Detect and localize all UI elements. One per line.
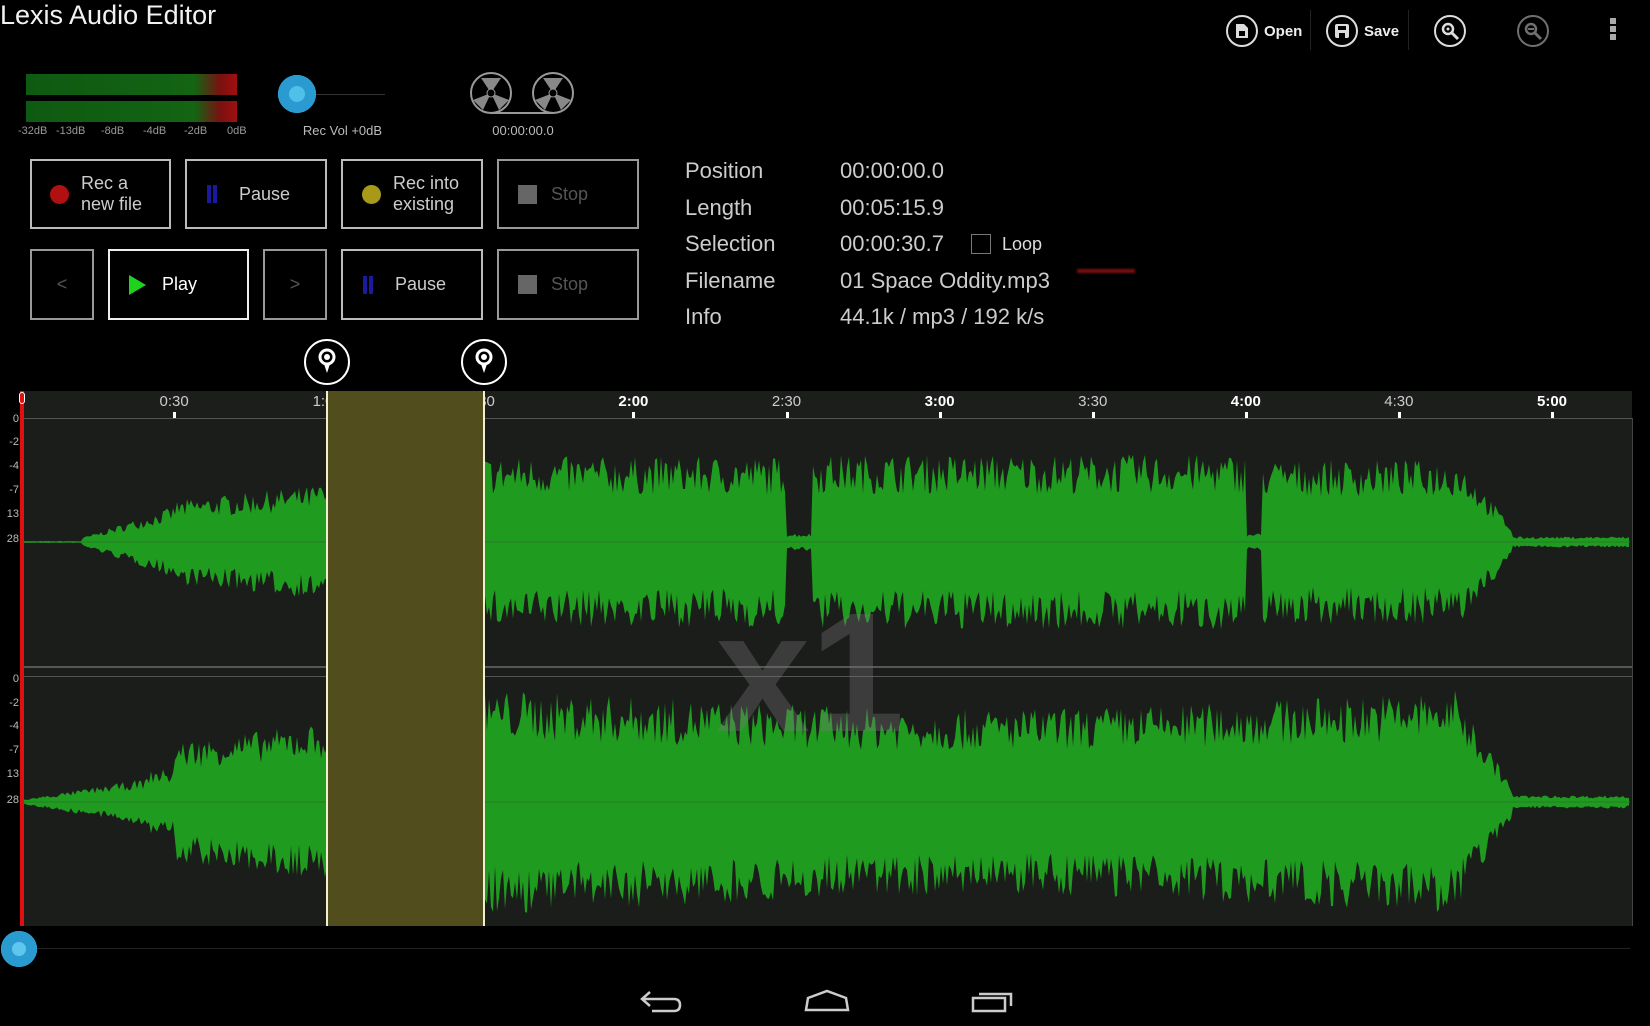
position-slider-knob[interactable] bbox=[1, 931, 37, 967]
filename-label: Filename bbox=[685, 268, 776, 293]
tick-label: 0:30 bbox=[159, 393, 189, 410]
db-label: -2 bbox=[9, 697, 19, 709]
pause-icon bbox=[207, 185, 217, 203]
length-label: Length bbox=[685, 195, 753, 220]
play-button[interactable]: Play bbox=[108, 249, 249, 320]
zoom-out-icon bbox=[1517, 15, 1549, 47]
next-button[interactable]: > bbox=[263, 249, 327, 320]
filename-value: 01 Space Oddity.mp3 bbox=[840, 268, 1050, 293]
tick-label: 3:30 bbox=[1078, 393, 1108, 410]
tick-label: 5:00 bbox=[1536, 393, 1568, 410]
position-label: Position bbox=[685, 158, 764, 183]
db-label: 13 bbox=[6, 508, 19, 520]
info-value: 44.1k / mp3 / 192 k/s bbox=[840, 304, 1045, 329]
rec-into-existing-button[interactable]: Rec into existing bbox=[341, 159, 483, 229]
selection-label: Selection bbox=[685, 231, 776, 256]
timeline-ruler[interactable] bbox=[21, 391, 1632, 418]
meter-label: -8dB bbox=[101, 125, 125, 137]
loop-checkbox[interactable] bbox=[971, 234, 991, 254]
play-pause-button[interactable]: Pause bbox=[341, 249, 483, 320]
rec-vol-knob[interactable] bbox=[278, 75, 316, 113]
db-label: -7 bbox=[9, 744, 19, 756]
db-label: 13 bbox=[6, 768, 19, 780]
tick-label: 4:30 bbox=[1384, 393, 1414, 410]
zoom-in-icon bbox=[1434, 15, 1466, 47]
tick-label: 2:30 bbox=[771, 393, 802, 410]
meter-label: -2dB bbox=[184, 125, 208, 137]
play-pause-label: Pause bbox=[395, 274, 447, 294]
location-pin-icon bbox=[318, 348, 336, 373]
db-label: -4 bbox=[9, 720, 19, 732]
recents-nav-icon[interactable] bbox=[970, 988, 1018, 1014]
tape-reels-icon bbox=[470, 72, 574, 114]
selection-start-marker[interactable] bbox=[304, 339, 351, 385]
location-pin-icon bbox=[475, 348, 493, 373]
home-nav-icon[interactable] bbox=[803, 988, 851, 1014]
db-label: -4 bbox=[9, 460, 19, 472]
rec-stop-label: Stop bbox=[551, 183, 589, 204]
zoom-level-watermark: x1 bbox=[715, 578, 905, 768]
zoom-out-button[interactable] bbox=[1517, 12, 1549, 50]
zoom-in-button[interactable] bbox=[1434, 12, 1466, 50]
play-label: Play bbox=[162, 274, 198, 294]
rec-stop-button[interactable]: Stop bbox=[497, 159, 639, 229]
selection-region[interactable] bbox=[326, 391, 485, 926]
rec-new-label: Rec a new file bbox=[81, 173, 143, 214]
playhead[interactable] bbox=[20, 391, 24, 926]
save-label: Save bbox=[1364, 22, 1400, 40]
previous-button[interactable]: < bbox=[30, 249, 94, 320]
level-meter-right bbox=[26, 101, 237, 122]
level-meter-left bbox=[26, 74, 237, 95]
record-dot-icon bbox=[362, 184, 381, 204]
loop-label: Loop bbox=[1002, 234, 1043, 254]
red-indicator bbox=[1077, 269, 1135, 273]
tick-label: 3:00 bbox=[924, 393, 955, 410]
stop-icon bbox=[518, 184, 537, 204]
selection-value: 00:00:30.7 bbox=[840, 231, 944, 256]
reels-time: 00:00:00.0 bbox=[492, 123, 554, 138]
tick-label: 2:00 bbox=[618, 393, 649, 410]
rec-new-file-button[interactable]: Rec a new file bbox=[30, 159, 171, 229]
db-label: 0 bbox=[12, 673, 19, 685]
overflow-menu-icon[interactable] bbox=[1610, 18, 1618, 40]
open-button[interactable]: Open bbox=[1226, 12, 1302, 50]
pause-icon bbox=[363, 275, 373, 294]
stop-icon bbox=[518, 275, 537, 294]
app-title: Lexis Audio Editor bbox=[0, 0, 217, 30]
rec-vol-track[interactable] bbox=[315, 94, 385, 95]
rec-vol-label: Rec Vol +0dB bbox=[302, 123, 383, 138]
record-dot-icon bbox=[50, 184, 69, 204]
tick-label: 4:00 bbox=[1230, 393, 1261, 410]
rec-existing-label: Rec into existing bbox=[393, 173, 460, 214]
channel-divider bbox=[21, 666, 1632, 668]
db-label: -2 bbox=[9, 436, 19, 448]
meter-label: -13dB bbox=[56, 125, 86, 137]
play-icon bbox=[129, 274, 146, 295]
meter-label: -32dB bbox=[18, 125, 48, 137]
info-label: Info bbox=[685, 304, 722, 329]
meter-label: -4dB bbox=[143, 125, 167, 137]
open-file-icon bbox=[1226, 15, 1258, 47]
db-label: 28 bbox=[6, 533, 19, 545]
selection-end-marker[interactable] bbox=[460, 339, 507, 385]
play-stop-button[interactable]: Stop bbox=[497, 249, 639, 320]
db-label: 28 bbox=[6, 794, 19, 806]
db-label: 0 bbox=[12, 413, 19, 425]
prev-label: < bbox=[56, 274, 68, 294]
save-button[interactable]: Save bbox=[1326, 12, 1399, 50]
next-label: > bbox=[289, 274, 301, 294]
play-stop-label: Stop bbox=[551, 274, 589, 294]
meter-label: 0dB bbox=[227, 125, 247, 137]
rec-pause-label: Pause bbox=[239, 183, 291, 204]
position-value: 00:00:00.0 bbox=[840, 158, 944, 183]
save-disk-icon bbox=[1326, 15, 1358, 47]
back-nav-icon[interactable] bbox=[638, 988, 684, 1014]
db-label: -7 bbox=[9, 484, 19, 496]
open-label: Open bbox=[1264, 22, 1303, 40]
rec-pause-button[interactable]: Pause bbox=[185, 159, 327, 229]
length-value: 00:05:15.9 bbox=[840, 195, 944, 220]
position-slider-track[interactable] bbox=[30, 948, 1630, 949]
